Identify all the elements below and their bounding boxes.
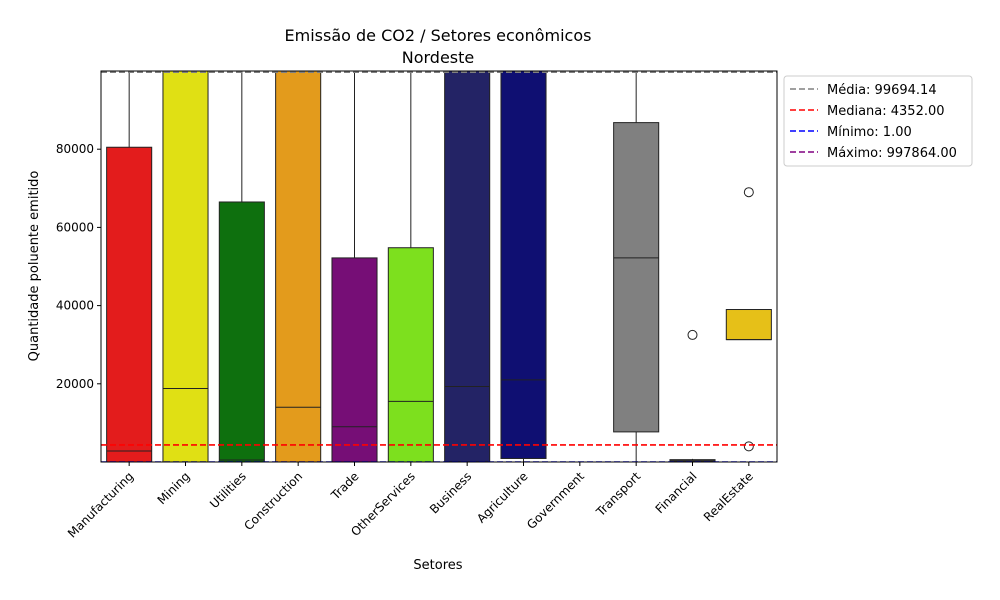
box-business (444, 71, 491, 462)
x-tick-label: Business (427, 469, 474, 516)
x-tick-label: Agriculture (474, 469, 531, 526)
box-body (331, 257, 378, 462)
legend-label: Mediana: 4352.00 (827, 104, 945, 119)
x-tick-label: RealEstate (701, 469, 756, 524)
y-tick-label: 60000 (56, 220, 94, 234)
x-axis: Manufacturing Mining UtilitiesConstruction… (65, 462, 756, 541)
x-tick-label: Government (524, 469, 587, 532)
legend-label: Máximo: 997864.00 (827, 146, 957, 161)
x-tick-label: Utilities (207, 469, 249, 511)
plot-frame (100, 70, 778, 463)
box-body (162, 71, 209, 462)
box-body (444, 71, 491, 462)
box-transport (613, 71, 660, 462)
y-axis-label: Quantidade poluente emitido (27, 171, 42, 362)
legend-box (783, 75, 973, 167)
x-tick-label: Transport (593, 469, 644, 520)
chart-title: Emissão de CO2 / Setores econômicos (285, 26, 592, 45)
legend: Média: 99694.14 Mediana: 4352.00 Mínimo: 1… (783, 75, 973, 167)
legend-label: Média: 99694.14 (827, 83, 937, 98)
box-body (613, 122, 660, 433)
x-tick-label: Trade (328, 469, 362, 503)
box-utilities (218, 71, 265, 462)
box-body (106, 146, 153, 462)
box-mining (162, 71, 209, 462)
x-tick-label: Manufacturing (65, 469, 136, 540)
outlier-point (743, 441, 754, 452)
outlier-point (687, 329, 698, 340)
box-body (725, 309, 772, 341)
box-manufacturing (106, 71, 153, 462)
box-construction (275, 71, 322, 462)
box-realestate (725, 187, 772, 452)
outlier-point (743, 187, 754, 198)
x-tick-label: Mining (155, 469, 193, 507)
box-body (275, 71, 322, 462)
x-axis-label: Setores (413, 558, 462, 573)
box-financial (669, 329, 716, 462)
y-tick-label: 40000 (56, 299, 94, 313)
box-agriculture (500, 71, 547, 462)
box-body (387, 247, 434, 462)
plot-content (101, 71, 777, 462)
x-tick-label: Financial (653, 469, 700, 516)
chart-subtitle: Nordeste (402, 48, 475, 67)
box-body (500, 71, 547, 459)
y-axis: 20000 40000 60000 80000 (56, 142, 101, 391)
legend-label: Mínimo: 1.00 (827, 125, 912, 140)
box-body (218, 201, 265, 462)
plot-area (100, 70, 778, 463)
y-tick-label: 80000 (56, 142, 94, 156)
x-tick-label: Construction (241, 469, 305, 533)
box-otherservices (387, 71, 434, 462)
box-trade (331, 71, 378, 462)
y-tick-label: 20000 (56, 377, 94, 391)
